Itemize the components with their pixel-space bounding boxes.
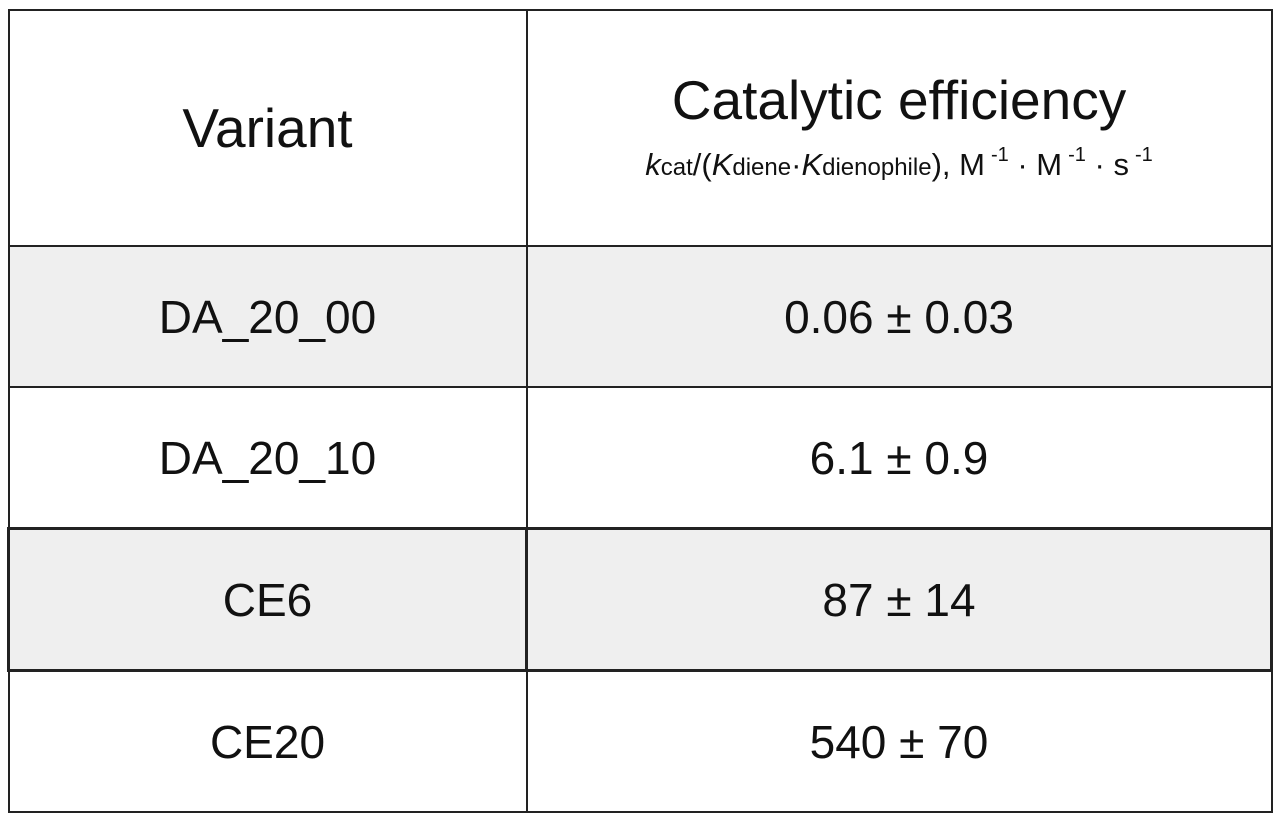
unit-part: · s — [1085, 146, 1129, 182]
unit-part: k — [645, 146, 661, 182]
efficiency-cell: 6.1 ± 0.9 — [525, 386, 1273, 530]
efficiency-cell: 87 ± 14 — [525, 527, 1273, 672]
table-row: DA_20_00 0.06 ± 0.03 — [7, 245, 1273, 388]
header-efficiency: Catalytic efficiency — [671, 68, 1127, 131]
efficiency-cell: 0.06 ± 0.03 — [525, 245, 1273, 388]
table-row: CE6 87 ± 14 — [7, 527, 1273, 672]
unit-part: -1 — [1068, 143, 1086, 166]
unit-part: cat — [660, 153, 693, 181]
unit-part: dienophile — [822, 153, 932, 181]
unit-part: K — [801, 146, 823, 182]
unit-part: K — [711, 146, 733, 182]
header-cell: Variant — [7, 9, 528, 247]
unit-part: diene — [732, 153, 792, 181]
header-row: Variant Catalytic efficiency kcat/(Kdien… — [7, 9, 1273, 247]
unit-part: /( — [692, 146, 712, 182]
variant-cell: CE6 — [7, 527, 528, 672]
variant-cell: DA_20_00 — [7, 245, 528, 388]
variant-cell: DA_20_10 — [7, 386, 528, 530]
unit-part: -1 — [1134, 143, 1153, 166]
variant-cell: CE20 — [7, 669, 528, 813]
table: Variant Catalytic efficiency kcat/(Kdien… — [7, 9, 1273, 813]
unit-part: · — [791, 146, 802, 182]
efficiency-cell: 540 ± 70 — [525, 669, 1273, 813]
unit-part: ), M — [931, 146, 985, 182]
table-body: DA_20_00 0.06 ± 0.03 DA_20_10 6.1 ± 0.9 CE6 8… — [7, 245, 1273, 813]
header-cell: Catalytic efficiency kcat/(Kdiene·Kdieno… — [525, 9, 1273, 247]
unit-part: · M — [1008, 146, 1063, 182]
header-units: kcat/(Kdiene·Kdienophile), M -1 · M -1 · s… — [528, 135, 1271, 188]
unit-part: -1 — [990, 143, 1009, 166]
table-row: DA_20_10 6.1 ± 0.9 — [7, 386, 1273, 530]
header-variant: Variant — [182, 97, 353, 159]
table-row: CE20 540 ± 70 — [7, 669, 1273, 813]
